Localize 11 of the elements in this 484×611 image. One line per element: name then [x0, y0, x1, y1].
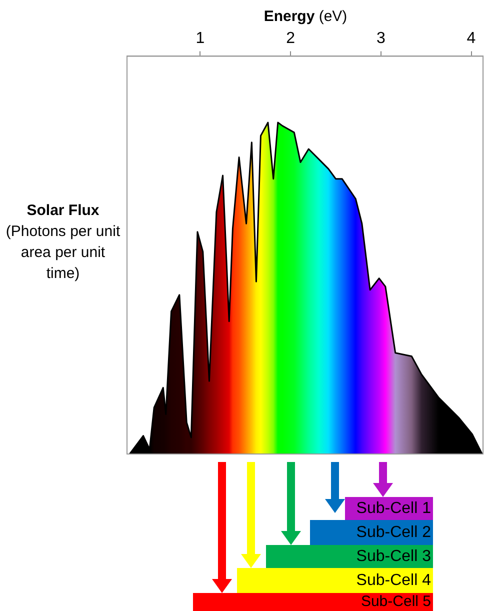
x-tick-label: 3 — [376, 30, 386, 48]
x-axis-title: Energy (eV) — [262, 8, 348, 25]
text: Sub-Cell 2 — [310, 520, 433, 545]
y-axis-title: Solar Flux (Photons per unit area per unit time) — [4, 201, 122, 284]
x-tick-label: 2 — [286, 30, 296, 48]
text: Sub-Cell 1 — [345, 497, 433, 520]
text: Sub-Cell 5 — [193, 593, 433, 611]
x-tick-label: 4 — [466, 30, 476, 48]
x-tick-label: 1 — [196, 30, 205, 48]
text: Sub-Cell 3 — [266, 545, 433, 568]
text: Sub-Cell 4 — [237, 568, 433, 593]
